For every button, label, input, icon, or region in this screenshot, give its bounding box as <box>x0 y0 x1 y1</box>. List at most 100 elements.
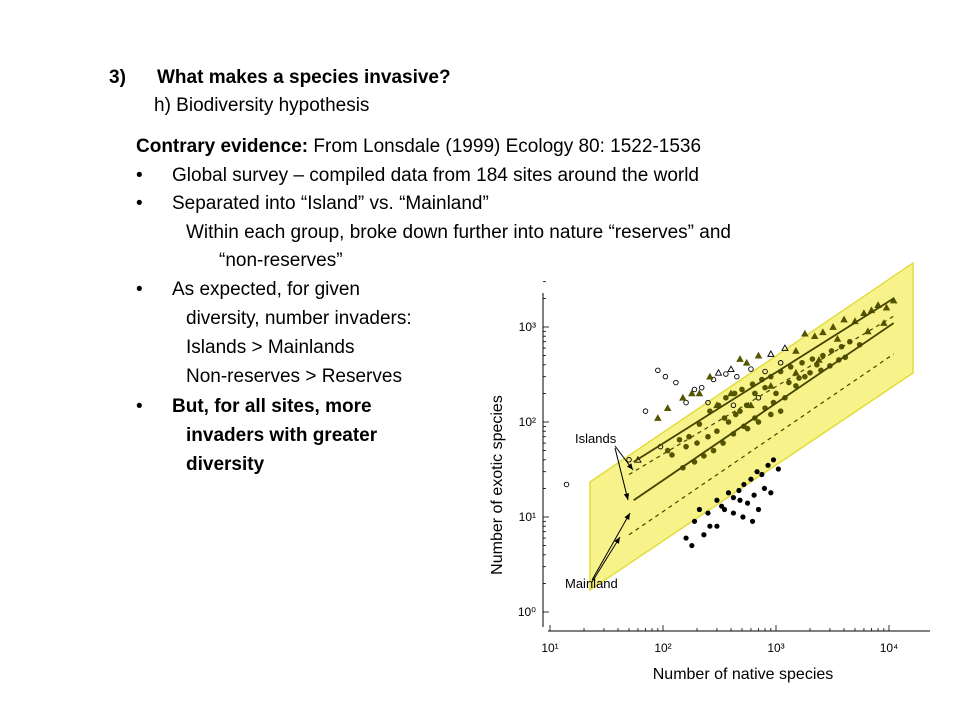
mainland-nonreserve-point <box>762 384 768 391</box>
island-nonreserve-point <box>801 329 809 337</box>
mainland-nonreserve-point <box>705 433 711 440</box>
contrary-evidence-label: Contrary evidence: <box>136 136 309 157</box>
island-reserve-point <box>691 386 698 393</box>
mainland-nonreserve-point <box>696 421 703 427</box>
sub-line-invaders-greater: invaders with greater <box>186 425 378 446</box>
island-nonreserve-point <box>767 381 775 389</box>
island-reserve-point <box>662 373 669 380</box>
mainland-reserve-point <box>749 518 756 524</box>
mainland-reserve-point <box>736 487 742 494</box>
x-axis-label: Number of native species <box>653 666 834 683</box>
island-reserve-point <box>730 402 737 409</box>
y-tick-label: 10³ <box>519 320 536 334</box>
island-reserve-point <box>755 394 762 401</box>
mainland-reserve-point <box>705 510 711 516</box>
annotation-islands: Islands <box>575 431 617 446</box>
axes: 10¹ 10² 10³ 10⁴ 10⁰ 10¹ 10² 10³ <box>518 281 930 655</box>
mainland-nonreserve-point <box>768 411 774 418</box>
island-reserve-point <box>734 373 740 380</box>
mainland-nonreserve-point <box>686 433 692 440</box>
mainland-arrow-to-lower <box>591 536 621 583</box>
island-reserve-point <box>626 457 632 463</box>
island-reserve-point <box>723 371 729 377</box>
bullet-as-expected: As expected, for given <box>172 279 360 300</box>
island-nonreserve-point <box>742 358 751 366</box>
mainland-reserve-point <box>744 500 751 506</box>
y-tick-label: 10¹ <box>519 510 536 524</box>
mainland-nonreserve-point <box>755 419 762 425</box>
sub-line-nonreserves-gt-reserves: Non-reserves > Reserves <box>186 366 402 387</box>
mainland-nonreserve-point <box>847 338 853 345</box>
mainland-nonreserve-point <box>725 419 732 425</box>
citation-text: From Lonsdale (1999) Ecology 80: 1522-15… <box>308 136 702 157</box>
bullet-global-survey: Global survey – compiled data from 184 s… <box>172 165 699 186</box>
mainland-nonreserve-point <box>838 343 845 350</box>
mainland-reserve-point <box>696 506 703 513</box>
mainland-reserve-line <box>628 353 895 536</box>
bullet-marker: • <box>136 193 143 214</box>
mainland-reserve-point <box>721 506 728 513</box>
bullet-island-mainland: Separated into “Island” vs. “Mainland” <box>172 193 489 214</box>
island-reserve-point <box>673 379 679 386</box>
y-axis-label: Number of exotic species <box>489 395 506 575</box>
mainland-reserve-point <box>691 518 698 524</box>
island-nonreserve-point <box>654 414 662 421</box>
mainland-nonreserve-point <box>723 394 729 401</box>
mainland-arrow-to-upper <box>591 512 631 581</box>
data-points <box>563 296 898 549</box>
mainland-reserve-point <box>748 476 754 482</box>
island-nonreserve-point <box>736 355 744 362</box>
bullet-marker: • <box>136 396 143 417</box>
island-reserve-point <box>655 367 661 374</box>
island-reserve-point <box>762 368 768 375</box>
islands-arrow-to-lower-head <box>623 493 630 500</box>
mainland-nonreserve-point <box>701 453 707 459</box>
mainland-arrow-to-lower-head <box>614 537 620 544</box>
mainland-nonreserve-point <box>820 352 826 359</box>
islands-reserve-line <box>628 315 894 476</box>
mainland-nonreserve-point <box>773 390 779 397</box>
mainland-nonreserve-point <box>676 436 683 443</box>
mainland-reserve-point <box>714 523 720 529</box>
mainland-reserve-point <box>737 497 743 503</box>
mainland-nonreserve-point <box>710 447 717 454</box>
annotation-mainland: Mainland <box>565 576 618 591</box>
mainland-reserve-point <box>683 535 689 541</box>
scatter-chart: 10¹ 10² 10³ 10⁴ 10⁰ 10¹ 10² 10³ Islands Mainlan… <box>489 261 930 683</box>
mainland-nonreserve-point <box>744 425 751 432</box>
sub-line-diversity-bold: diversity <box>186 454 265 475</box>
mainland-reserve-point <box>707 523 713 529</box>
island-nonreserve-point <box>882 303 891 311</box>
contrary-evidence-line: Contrary evidence: From Lonsdale (1999) … <box>136 136 701 158</box>
mainland-nonreserve-point <box>669 452 675 458</box>
islands-arrow-to-lower <box>614 447 629 501</box>
x-tick-label: 10¹ <box>541 641 558 655</box>
island-nonreserve-point <box>695 389 704 397</box>
mainland-nonreserve-point <box>799 359 805 366</box>
mainland-reserve-point <box>754 469 760 475</box>
mainland-reserve-point <box>770 457 777 463</box>
island-reserve-point <box>683 399 689 406</box>
island-nonreserve-point <box>792 346 800 354</box>
island-nonreserve-point <box>829 323 837 330</box>
slide-subheading: h) Biodiversity hypothesis <box>154 95 370 116</box>
island-reserve-point <box>563 481 570 488</box>
mainland-reserve-point <box>761 485 768 492</box>
bullet-marker: • <box>136 279 143 300</box>
mainland-nonreserve-point <box>694 440 700 446</box>
regression-lines <box>628 297 895 536</box>
mainland-nonreserve-point <box>720 440 726 446</box>
mainland-reserve-point <box>725 490 732 496</box>
mainland-nonreserve-point <box>683 443 689 450</box>
mainland-nonreserve-point <box>739 386 745 393</box>
mainland-reserve-point <box>759 471 765 478</box>
island-reserve-point <box>748 366 754 372</box>
island-reserve-point <box>777 360 784 366</box>
island-nonreserve-point <box>880 319 888 326</box>
x-tick-label: 10⁴ <box>880 641 899 655</box>
mainland-nonreserve-point <box>732 411 739 418</box>
mainland-nonreserve-point <box>787 364 794 370</box>
mainland-nonreserve-point <box>737 408 743 414</box>
island-nonreserve-point <box>840 315 848 323</box>
island-reserve-point <box>698 384 705 391</box>
